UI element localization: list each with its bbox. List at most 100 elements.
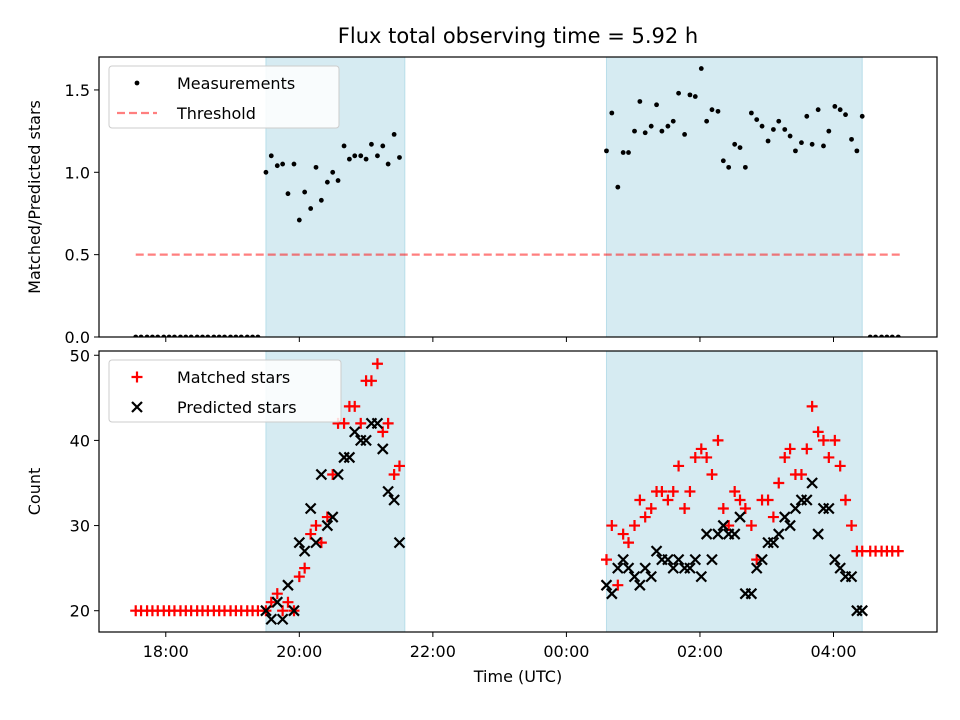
measurement-point	[709, 107, 715, 113]
predicted-point	[622, 562, 635, 574]
legend-label: Predicted stars	[177, 398, 297, 417]
measurement-point	[620, 150, 626, 155]
predicted-point	[750, 562, 763, 574]
measurement-point	[726, 164, 732, 170]
matched-point	[365, 375, 377, 387]
predicted-point	[276, 613, 289, 626]
legend-box	[108, 65, 340, 129]
measurement-point	[632, 128, 637, 134]
matched-point	[639, 511, 651, 523]
x-tick-label: 00:00	[543, 642, 589, 661]
predicted-point	[772, 528, 785, 540]
measurement-point	[692, 94, 698, 99]
matched-point	[673, 460, 685, 472]
matched-point	[617, 528, 629, 540]
count-panel: 20 30 40 50 18:00 20:00 22:00 00:00 02:00 04:00 Co…	[25, 346, 938, 686]
matched-point	[629, 520, 641, 532]
measurement-point	[291, 161, 297, 167]
predicted-point	[288, 604, 300, 617]
measurement-point	[346, 156, 352, 162]
matched-point	[382, 417, 394, 429]
matched-point	[656, 486, 668, 497]
predicted-point	[348, 426, 361, 438]
measurement-point	[296, 217, 302, 223]
predicted-point	[382, 485, 394, 498]
matched-point	[717, 503, 729, 515]
measurement-point	[793, 148, 798, 154]
y-tick-label: 20	[70, 602, 90, 621]
measurement-point	[324, 179, 330, 185]
predicted-point	[321, 519, 334, 532]
measurement-point	[263, 169, 269, 175]
matched-point	[305, 528, 317, 540]
measurement-point	[742, 164, 748, 170]
measurement-point	[665, 123, 671, 129]
matched-point	[723, 520, 735, 532]
predicted-point	[298, 545, 311, 557]
matched-point	[801, 443, 813, 455]
measurement-point	[308, 206, 314, 211]
measurement-point	[799, 140, 804, 146]
matched-point	[282, 596, 294, 608]
y-axis-label: Count	[25, 468, 44, 516]
measurement-point	[759, 123, 765, 129]
predicted-point	[689, 553, 702, 566]
observing-window-1	[605, 56, 863, 338]
measurement-point	[318, 197, 324, 203]
measurement-point	[268, 153, 274, 159]
measurement-point	[732, 141, 738, 147]
predicted-point	[684, 562, 696, 574]
predicted-point	[767, 536, 780, 549]
predicted-point	[784, 519, 796, 532]
predicted-point	[628, 570, 641, 583]
predicted-point	[728, 528, 741, 540]
measurement-point	[698, 66, 704, 71]
y-tick-label: 0.0	[65, 328, 90, 347]
x-tick-label: 02:00	[677, 642, 723, 661]
y-tick-label: 1.0	[65, 163, 90, 182]
predicted-point	[801, 494, 813, 506]
measurement-point	[375, 153, 380, 159]
matched-point	[701, 451, 713, 463]
y-tick-label: 0.5	[65, 246, 90, 265]
predicted-point	[812, 528, 824, 540]
measurement-point	[737, 145, 743, 150]
predicted-point	[834, 562, 846, 574]
plot-area	[130, 358, 904, 626]
measurement-point	[626, 150, 631, 155]
measurement-point	[397, 155, 402, 160]
measurement-point	[765, 138, 771, 144]
matched-point	[623, 537, 635, 549]
measurement-point	[687, 92, 693, 98]
matched-point	[795, 468, 807, 480]
matched-point	[645, 503, 657, 515]
measurement-point	[821, 143, 826, 149]
matched-point	[751, 554, 763, 566]
predicted-point	[700, 528, 713, 540]
measurement-point	[369, 141, 374, 147]
matched-point	[806, 400, 818, 412]
x-tick-label: 04:00	[810, 642, 856, 661]
matched-point	[355, 417, 367, 429]
measurement-point	[849, 136, 854, 142]
predicted-point	[789, 502, 802, 515]
predicted-point	[667, 562, 680, 574]
matched-point	[315, 537, 327, 549]
matched-point	[779, 451, 791, 463]
predicted-point	[829, 553, 841, 566]
figure-title: Flux total observing time = 5.92 h	[338, 24, 698, 48]
matched-point	[695, 443, 707, 455]
matched-point	[327, 468, 339, 480]
matched-point	[299, 562, 311, 574]
matched-point	[784, 443, 796, 455]
legend-measurement-marker	[134, 80, 140, 86]
matched-point	[310, 520, 322, 532]
predicted-point	[260, 604, 272, 617]
predicted-point	[806, 477, 818, 489]
matched-point	[271, 588, 283, 600]
predicted-point	[271, 596, 284, 608]
measurement-point	[670, 118, 676, 124]
predicted-point	[650, 545, 663, 557]
measurement-point	[380, 143, 386, 149]
